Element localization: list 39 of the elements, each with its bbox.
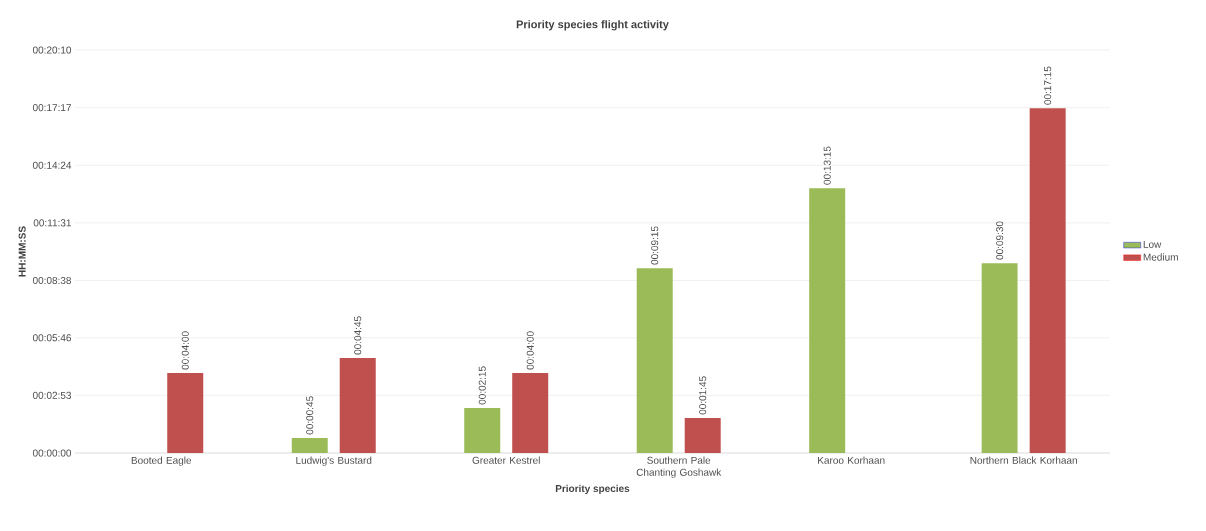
data-label: 00:09:30 [996, 221, 1004, 260]
bar [684, 418, 721, 453]
bar [512, 373, 549, 453]
bar [636, 268, 673, 453]
x-axis-title: Priority species [555, 484, 630, 495]
x-tick-label: Karoo Korhaan [818, 456, 885, 464]
data-label: 00:04:00 [181, 331, 189, 370]
x-tick-label: Ludwig's Bustard [296, 456, 372, 466]
y-tick-label: 00:08:38 [32, 276, 72, 285]
x-tick-label: Greater Kestrel [472, 456, 540, 464]
bar [339, 358, 376, 453]
y-tick-label: 00:00:00 [32, 449, 72, 457]
chart-title: Priority species flight activity [516, 20, 669, 31]
y-tick-label: 00:02:53 [32, 391, 72, 399]
x-tick-label: Booted Eagle [131, 456, 192, 466]
data-label: 00:00:45 [306, 396, 314, 435]
bar [464, 408, 501, 453]
data-label: 00:01:45 [699, 376, 707, 415]
y-tick-label: 00:11:31 [33, 219, 71, 227]
bar [809, 188, 846, 453]
legend-label: Low [1143, 240, 1162, 248]
y-tick-label: 00:20:10 [32, 46, 72, 54]
y-tick-label: 00:17:17 [32, 104, 71, 112]
data-label: 00:04:45 [354, 316, 362, 355]
data-label: 00:02:15 [478, 366, 486, 405]
legend-label: Medium [1143, 253, 1178, 261]
y-tick-label: 00:05:46 [32, 334, 72, 342]
x-tick-label: Northern Black Korhaan [970, 456, 1077, 464]
data-label: 00:17:15 [1044, 66, 1052, 105]
bar [1029, 108, 1066, 453]
bar [167, 373, 204, 453]
bar [291, 438, 328, 453]
y-tick-label: 00:14:24 [32, 161, 72, 169]
data-label: 00:09:15 [651, 226, 659, 265]
data-label: 00:04:00 [526, 331, 534, 370]
bar [981, 263, 1018, 453]
y-axis-title: HH:MM:SS [18, 226, 26, 277]
x-tick-label: Southern Pale Chanting Goshawk [636, 456, 722, 478]
data-label: 00:13:15 [823, 146, 831, 185]
